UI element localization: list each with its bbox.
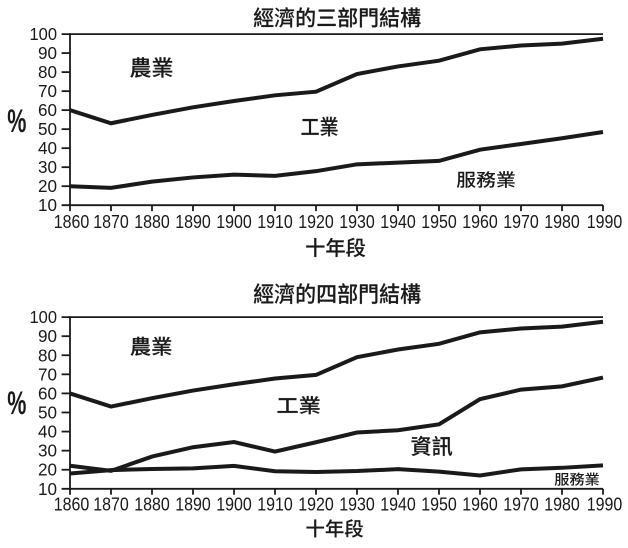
svg-text:1960: 1960 [462, 212, 498, 232]
svg-text:90: 90 [38, 326, 57, 346]
svg-text:1950: 1950 [421, 495, 457, 515]
svg-text:70: 70 [38, 364, 57, 384]
svg-text:%: % [7, 385, 26, 422]
svg-text:1970: 1970 [503, 212, 539, 232]
svg-text:1880: 1880 [134, 495, 170, 515]
svg-text:50: 50 [38, 402, 57, 422]
svg-text:1870: 1870 [93, 212, 129, 232]
svg-text:1880: 1880 [134, 212, 170, 232]
svg-text:1870: 1870 [93, 495, 129, 515]
svg-text:30: 30 [38, 157, 57, 177]
svg-text:1900: 1900 [216, 212, 252, 232]
svg-text:1950: 1950 [421, 212, 457, 232]
svg-text:70: 70 [38, 81, 57, 101]
svg-text:1990: 1990 [587, 212, 623, 232]
svg-text:60: 60 [38, 383, 57, 403]
svg-text:1890: 1890 [175, 212, 211, 232]
svg-text:1930: 1930 [339, 495, 375, 515]
svg-text:50: 50 [38, 119, 57, 139]
svg-text:1960: 1960 [462, 495, 498, 515]
svg-text:1890: 1890 [175, 495, 211, 515]
svg-text:60: 60 [38, 100, 57, 120]
svg-text:90: 90 [38, 43, 57, 63]
svg-text:1910: 1910 [257, 495, 293, 515]
svg-text:1980: 1980 [544, 212, 580, 232]
svg-text:%: % [7, 102, 26, 139]
svg-text:1910: 1910 [257, 212, 293, 232]
svg-text:80: 80 [38, 345, 57, 365]
svg-text:1920: 1920 [298, 495, 334, 515]
svg-text:1990: 1990 [587, 495, 623, 515]
svg-text:1930: 1930 [339, 212, 375, 232]
svg-text:10: 10 [38, 195, 57, 215]
svg-text:80: 80 [38, 62, 57, 82]
svg-text:100: 100 [30, 24, 58, 44]
svg-text:20: 20 [38, 176, 57, 196]
svg-text:30: 30 [38, 441, 57, 461]
svg-text:1940: 1940 [380, 212, 416, 232]
svg-text:1860: 1860 [54, 212, 90, 232]
svg-text:100: 100 [30, 307, 58, 327]
svg-text:10: 10 [38, 479, 57, 499]
svg-text:1970: 1970 [503, 495, 539, 515]
svg-text:1940: 1940 [380, 495, 416, 515]
svg-text:1980: 1980 [544, 495, 580, 515]
svg-text:1900: 1900 [216, 495, 252, 515]
svg-text:1920: 1920 [298, 212, 334, 232]
svg-text:20: 20 [38, 460, 57, 480]
svg-text:40: 40 [38, 422, 57, 442]
svg-text:40: 40 [38, 138, 57, 158]
svg-text:1860: 1860 [54, 495, 90, 515]
